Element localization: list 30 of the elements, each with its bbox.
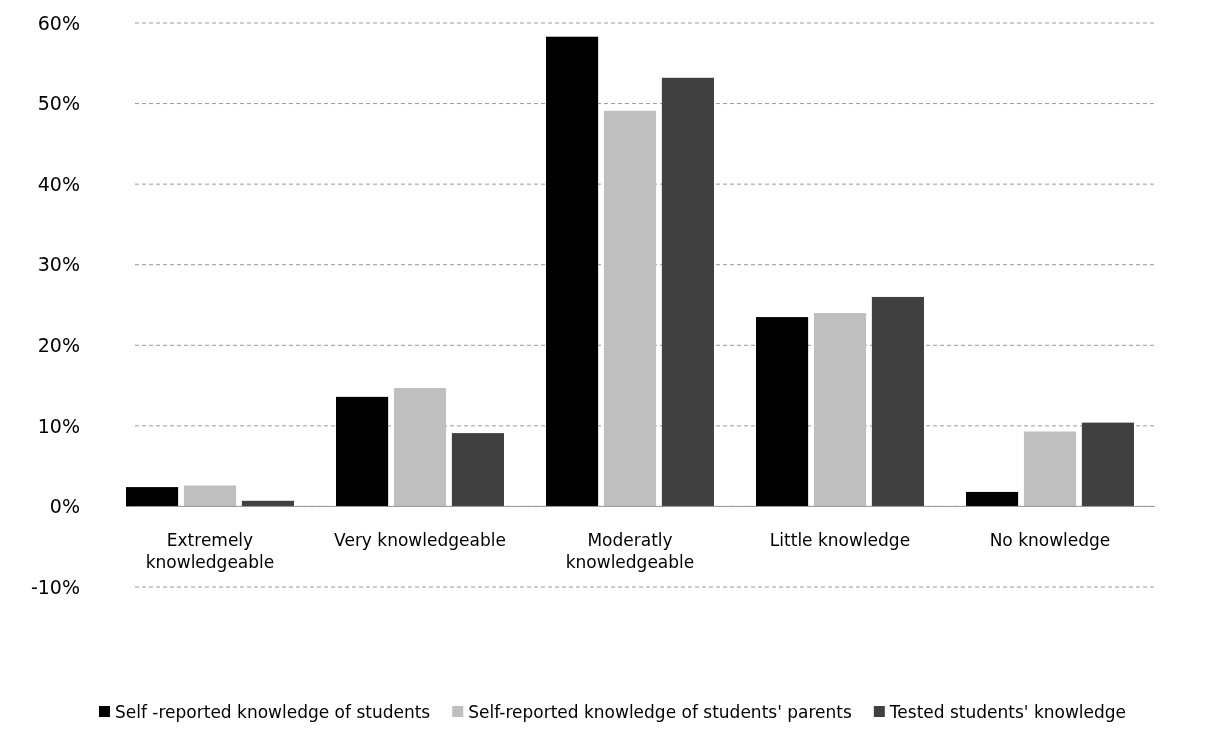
bar xyxy=(393,387,447,507)
bar xyxy=(966,491,1019,507)
bar xyxy=(603,110,657,507)
x-tick-label: Little knowledge xyxy=(769,530,911,551)
y-tick-label: 30% xyxy=(37,253,80,276)
y-tick-label: 40% xyxy=(37,172,80,195)
bar xyxy=(451,433,504,507)
bar xyxy=(871,296,924,507)
y-tick-label: 20% xyxy=(37,333,80,356)
legend-label: Self -reported knowledge of students xyxy=(114,702,431,722)
y-tick-label: 60% xyxy=(37,11,80,34)
legend-label: Self-reported knowledge of students' parents xyxy=(468,702,852,722)
bar xyxy=(336,396,389,507)
x-tick-label: No knowledge xyxy=(989,530,1111,551)
x-tick-label: Moderatly knowledgeable xyxy=(565,530,695,572)
y-tick-label: 10% xyxy=(37,414,80,437)
bar xyxy=(183,485,237,507)
bar xyxy=(1081,422,1134,507)
y-tick-label: 0% xyxy=(49,495,80,518)
bar xyxy=(661,77,714,507)
bar xyxy=(756,317,809,507)
y-tick-label: -10% xyxy=(30,575,80,598)
x-tick-label: Very knowledgeable xyxy=(334,530,506,551)
x-tick-label: Extremely knowledgeable xyxy=(145,530,275,572)
bar xyxy=(126,487,179,507)
y-tick-label: 50% xyxy=(37,92,80,115)
bar xyxy=(813,313,867,507)
legend-label: Tested students' knowledge xyxy=(888,702,1127,722)
bar xyxy=(546,36,599,507)
bar xyxy=(1023,431,1077,507)
